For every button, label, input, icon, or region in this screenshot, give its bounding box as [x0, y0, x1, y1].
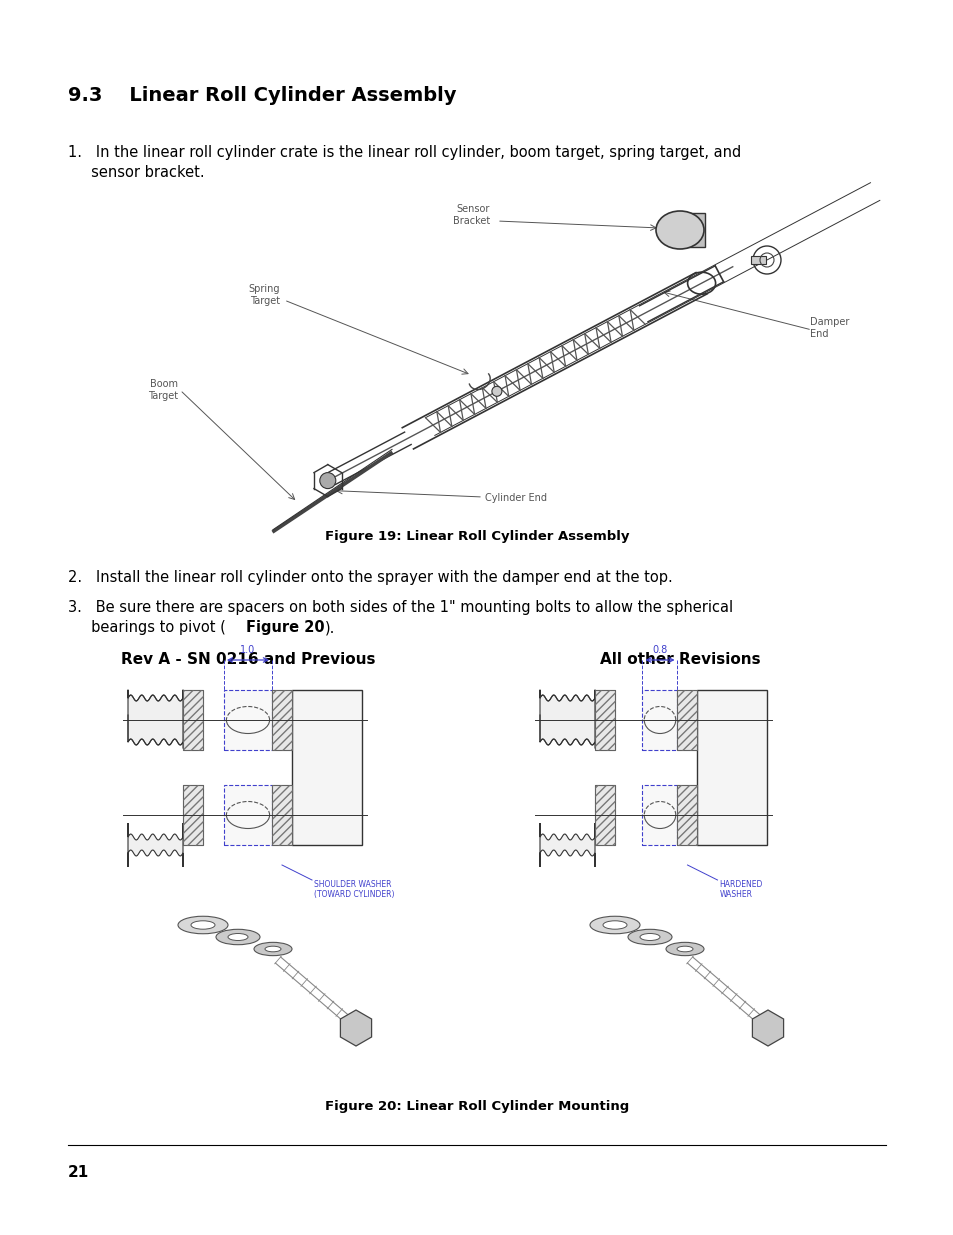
Text: Rev A - SN 0216 and Previous: Rev A - SN 0216 and Previous [121, 652, 375, 667]
FancyBboxPatch shape [677, 690, 697, 750]
FancyBboxPatch shape [595, 785, 615, 845]
FancyBboxPatch shape [272, 690, 292, 750]
Polygon shape [539, 823, 595, 867]
Ellipse shape [602, 921, 626, 929]
FancyBboxPatch shape [641, 690, 677, 750]
FancyBboxPatch shape [224, 690, 272, 750]
FancyBboxPatch shape [677, 785, 697, 845]
Text: 1.   In the linear roll cylinder crate is the linear roll cylinder, boom target,: 1. In the linear roll cylinder crate is … [68, 144, 740, 161]
Text: 1.0: 1.0 [240, 645, 255, 655]
Circle shape [319, 473, 335, 489]
Text: Figure 20: Linear Roll Cylinder Mounting: Figure 20: Linear Roll Cylinder Mounting [325, 1100, 628, 1113]
FancyBboxPatch shape [183, 690, 203, 750]
Text: SHOULDER WASHER
(TOWARD CYLINDER): SHOULDER WASHER (TOWARD CYLINDER) [314, 881, 395, 899]
Polygon shape [752, 1010, 782, 1046]
Ellipse shape [656, 211, 703, 249]
FancyBboxPatch shape [750, 256, 765, 264]
Ellipse shape [265, 946, 281, 952]
Circle shape [492, 387, 501, 396]
Ellipse shape [589, 916, 639, 934]
FancyBboxPatch shape [697, 690, 767, 845]
Text: ).: ). [325, 620, 335, 635]
FancyBboxPatch shape [272, 785, 292, 845]
Text: Cylinder End: Cylinder End [484, 493, 546, 503]
Polygon shape [340, 1010, 372, 1046]
Polygon shape [128, 690, 183, 745]
Ellipse shape [665, 942, 703, 956]
Ellipse shape [215, 929, 260, 945]
Text: All other Revisions: All other Revisions [599, 652, 760, 667]
Ellipse shape [627, 929, 671, 945]
FancyBboxPatch shape [641, 785, 677, 845]
Text: HARDENED
WASHER: HARDENED WASHER [719, 881, 762, 899]
Polygon shape [539, 690, 595, 745]
Text: sensor bracket.: sensor bracket. [68, 165, 204, 180]
FancyBboxPatch shape [224, 785, 272, 845]
Text: Damper
End: Damper End [809, 317, 848, 338]
Ellipse shape [677, 946, 692, 952]
Text: Boom
Target: Boom Target [148, 379, 178, 401]
Ellipse shape [228, 934, 248, 941]
Text: 9.3    Linear Roll Cylinder Assembly: 9.3 Linear Roll Cylinder Assembly [68, 86, 456, 105]
FancyBboxPatch shape [679, 212, 704, 247]
Text: Figure 20: Figure 20 [246, 620, 324, 635]
Text: Figure 19: Linear Roll Cylinder Assembly: Figure 19: Linear Roll Cylinder Assembly [324, 530, 629, 543]
Text: Spring
Target: Spring Target [248, 284, 280, 306]
Polygon shape [128, 823, 183, 867]
Ellipse shape [191, 921, 214, 929]
FancyBboxPatch shape [595, 690, 615, 750]
Text: 2.   Install the linear roll cylinder onto the sprayer with the damper end at th: 2. Install the linear roll cylinder onto… [68, 571, 672, 585]
Text: bearings to pivot (: bearings to pivot ( [68, 620, 226, 635]
Ellipse shape [178, 916, 228, 934]
Text: 3.   Be sure there are spacers on both sides of the 1" mounting bolts to allow t: 3. Be sure there are spacers on both sid… [68, 600, 732, 615]
Ellipse shape [253, 942, 292, 956]
Text: 0.8: 0.8 [652, 645, 667, 655]
FancyBboxPatch shape [292, 690, 361, 845]
FancyBboxPatch shape [183, 785, 203, 845]
Text: Sensor
Bracket: Sensor Bracket [453, 204, 490, 226]
Ellipse shape [639, 934, 659, 941]
Text: 21: 21 [68, 1165, 90, 1179]
